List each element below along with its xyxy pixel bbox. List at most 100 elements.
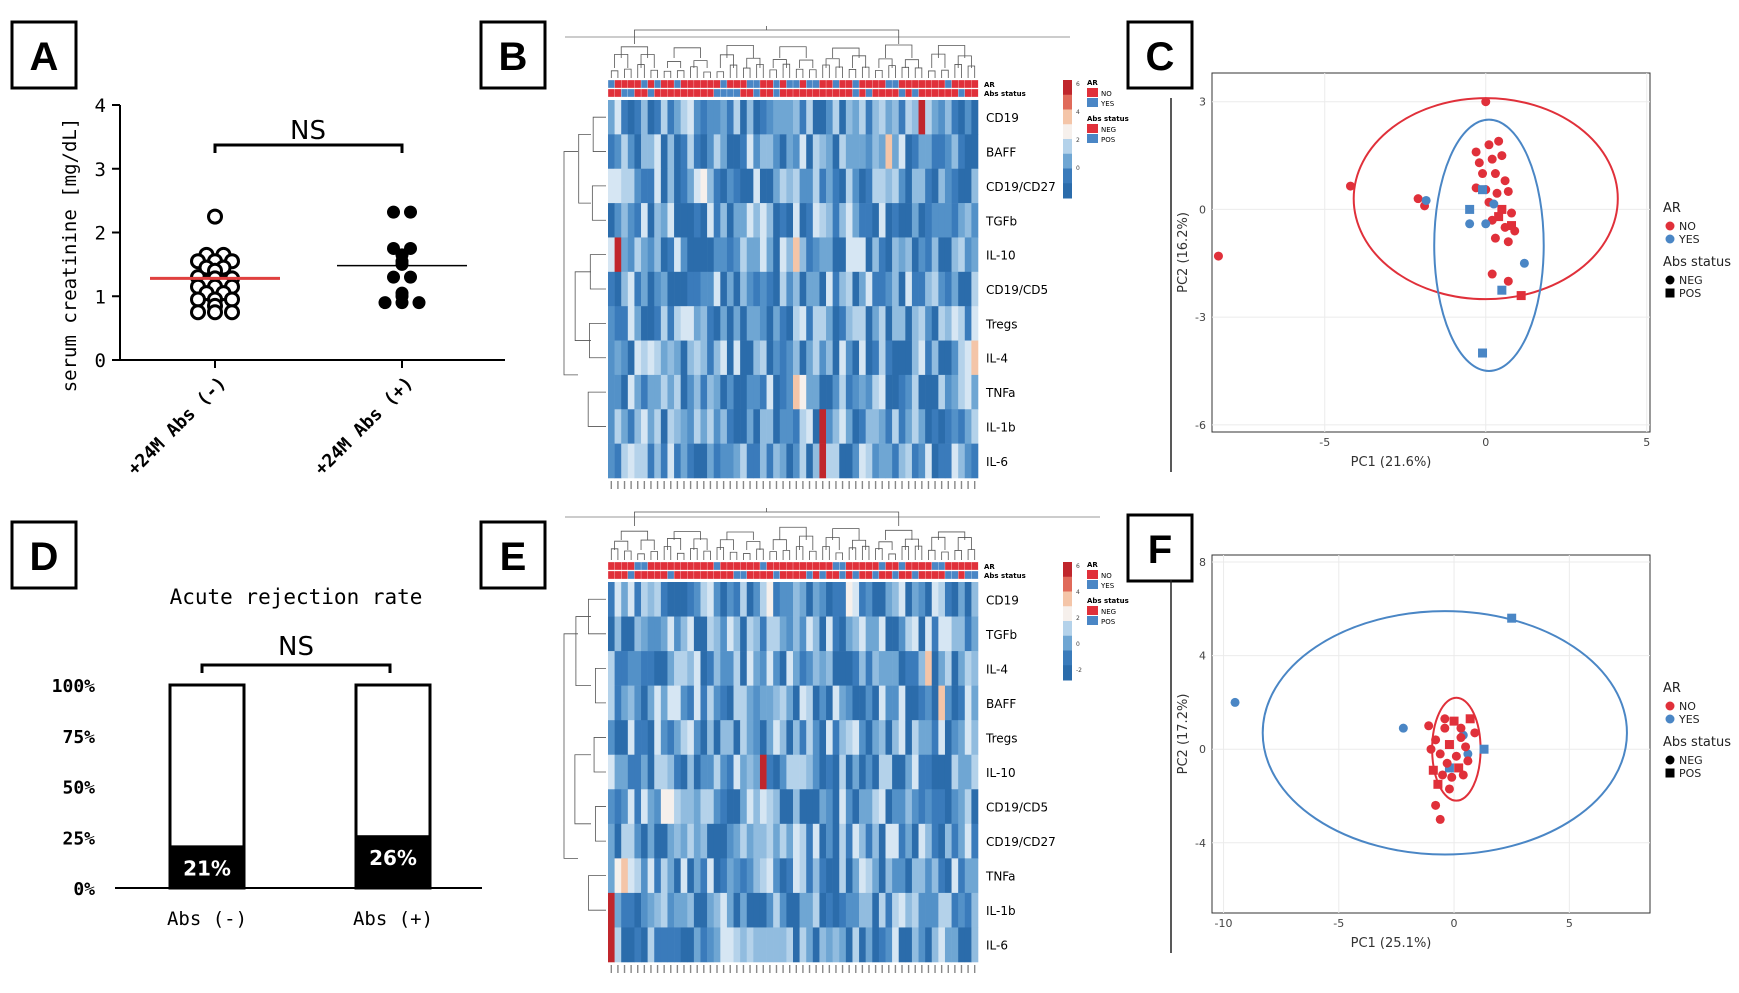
legend-abs-title: Abs status — [1663, 255, 1731, 270]
heatmap-cell — [832, 927, 840, 963]
heatmap-cell — [614, 237, 622, 273]
heatmap-cell — [667, 271, 675, 307]
heatmap-cell — [773, 685, 781, 721]
annotation-cell — [852, 79, 860, 89]
heatmap-cell — [693, 582, 701, 617]
heatmap-cell — [898, 203, 906, 238]
heatmap-cell — [713, 823, 721, 859]
heatmap-cell — [819, 720, 827, 756]
heatmap-cell — [845, 651, 853, 686]
heatmap-cell — [852, 720, 860, 756]
heatmap-cell — [693, 100, 701, 135]
heatmap-cell — [733, 306, 741, 341]
heatmap-cell — [971, 720, 979, 756]
heatmap-cell — [826, 374, 833, 410]
heatmap-cell — [819, 789, 827, 825]
heatmap-cell — [898, 409, 906, 444]
heatmap-cell — [944, 754, 952, 790]
heatmap-cell — [667, 100, 675, 135]
annotation-cell — [766, 88, 774, 98]
pca-point — [1516, 291, 1526, 301]
heatmap-cell — [667, 789, 675, 825]
heatmap-cell — [819, 651, 827, 686]
panel-b-column-labels — [610, 481, 976, 489]
heatmap-row-label: TNFa — [985, 870, 1015, 884]
heatmap-cell — [660, 927, 668, 963]
x-tick-label: -5 — [1319, 436, 1330, 449]
heatmap-cell — [931, 582, 939, 617]
pca-point — [1478, 169, 1488, 179]
heatmap-cell — [766, 892, 774, 928]
annotation-cell — [713, 561, 721, 571]
y-axis-label: PC2 (17.2%) — [1176, 694, 1191, 775]
annotation-cell — [779, 88, 787, 98]
heatmap-cell — [674, 823, 681, 859]
heatmap-cell — [654, 443, 662, 479]
heatmap-cell — [680, 374, 688, 410]
heatmap-cell — [660, 374, 668, 410]
heatmap-cell — [713, 720, 721, 756]
heatmap-cell — [925, 100, 933, 135]
legend-swatch-pos — [1087, 616, 1098, 625]
heatmap-cell — [634, 168, 642, 204]
heatmap-cell — [641, 340, 648, 376]
heatmap-cell — [839, 616, 847, 652]
heatmap-cell — [654, 685, 662, 721]
pca-point — [1490, 169, 1500, 179]
pca-point — [1465, 204, 1475, 214]
heatmap-cell — [931, 374, 939, 410]
legend-pos: POS — [1101, 618, 1116, 626]
heatmap-cell — [707, 374, 715, 410]
heatmap-cell — [786, 237, 794, 273]
heatmap-cell — [753, 823, 761, 859]
heatmap-cell — [627, 134, 635, 170]
annotation-cell — [964, 88, 972, 98]
heatmap-cell — [740, 858, 748, 894]
heatmap-cell — [746, 203, 754, 238]
y-tick-label: 4 — [95, 95, 106, 117]
annotation-cell — [680, 79, 688, 89]
heatmap-cell — [667, 720, 675, 756]
heatmap-cell — [878, 582, 886, 617]
annotation-cell — [680, 561, 688, 571]
colorbar-segment — [1063, 606, 1072, 622]
heatmap-cell — [931, 203, 939, 238]
heatmap-cell — [627, 892, 635, 928]
heatmap-cell — [608, 720, 615, 756]
pca-point — [1492, 188, 1502, 198]
heatmap-cell — [905, 271, 913, 307]
annotation-cell — [614, 88, 622, 98]
heatmap-cell — [958, 616, 966, 652]
heatmap-cell — [878, 134, 886, 170]
heatmap-cell — [793, 340, 800, 376]
heatmap-cell — [667, 134, 675, 170]
heatmap-cell — [925, 582, 933, 617]
heatmap-cell — [793, 892, 800, 928]
heatmap-cell — [944, 374, 952, 410]
heatmap-cell — [911, 409, 919, 444]
heatmap-cell — [786, 168, 794, 204]
heatmap-cell — [621, 927, 629, 963]
heatmap-cell — [740, 271, 748, 307]
heatmap-cell — [911, 823, 919, 859]
colorbar-tick: 0 — [1076, 165, 1080, 172]
heatmap-cell — [839, 720, 847, 756]
annotation-cell — [819, 88, 827, 98]
annotation-cell — [746, 570, 754, 580]
heatmap-cell — [680, 306, 688, 341]
heatmap-cell — [793, 616, 800, 652]
heatmap-cell — [608, 892, 615, 928]
heatmap-cell — [898, 823, 906, 859]
heatmap-cell — [971, 582, 979, 617]
heatmap-cell — [720, 306, 728, 341]
heatmap-cell — [806, 237, 814, 273]
annotation-cell — [931, 88, 939, 98]
heatmap-cell — [964, 306, 972, 341]
heatmap-cell — [865, 374, 873, 410]
pca-point — [1444, 784, 1454, 794]
annotation-cell — [911, 561, 919, 571]
annotation-cell — [964, 79, 972, 89]
heatmap-cell — [647, 374, 655, 410]
heatmap-cell — [693, 271, 701, 307]
